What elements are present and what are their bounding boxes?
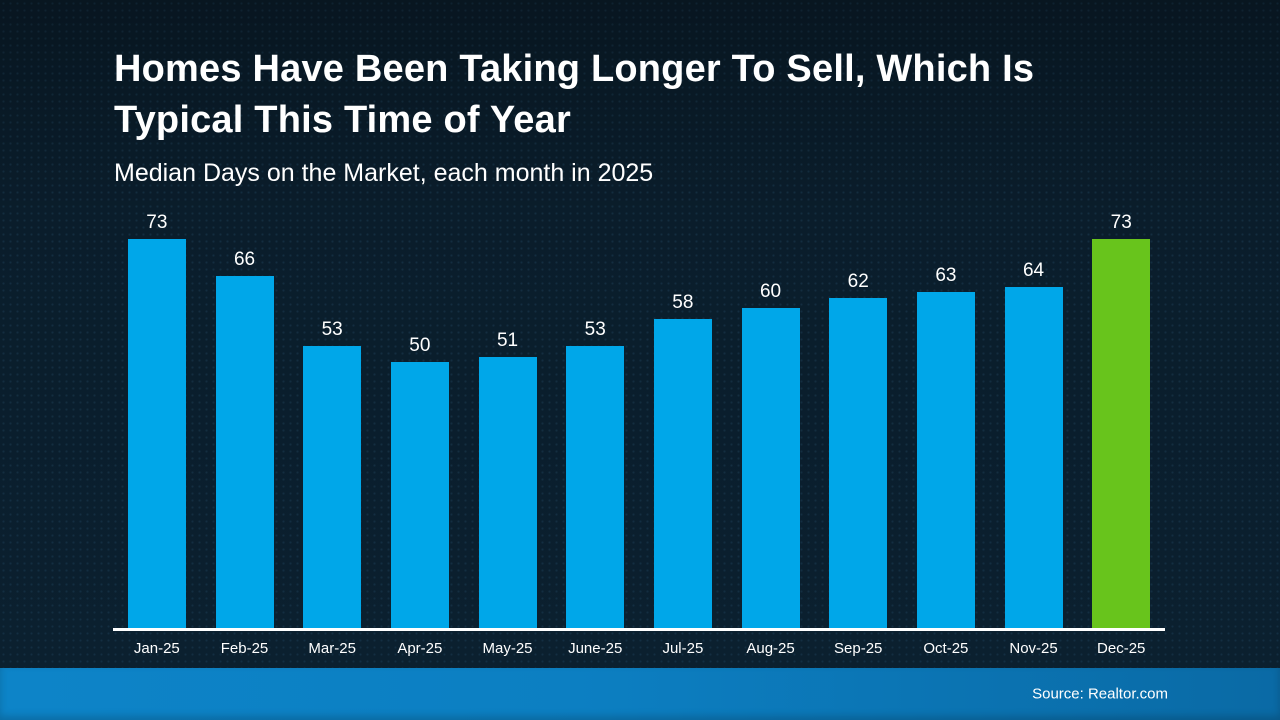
bar (566, 346, 625, 629)
bar (916, 292, 975, 629)
x-axis-label: Oct-25 (923, 640, 969, 657)
chart-header: Homes Have Been Taking Longer To Sell, W… (114, 44, 1194, 188)
bar-value-label: 58 (672, 292, 694, 313)
x-axis-label: Aug-25 (746, 640, 795, 657)
bar (829, 298, 888, 629)
bar-column: 62 (814, 272, 902, 629)
bar-value-label: 51 (496, 330, 519, 351)
bar-value-label: 53 (584, 319, 606, 340)
bar-column: 53 (288, 320, 376, 629)
bar-column: 66 (201, 250, 289, 629)
x-axis-label: Apr-25 (397, 640, 443, 657)
x-axis-line (113, 628, 1165, 631)
x-axis-label: May-25 (482, 640, 533, 657)
bar (127, 239, 186, 629)
x-axis-label: Sep-25 (834, 640, 883, 657)
bar-value-label: 66 (233, 249, 256, 270)
bar-column: 73 (1077, 213, 1165, 629)
chart-subtitle: Median Days on the Market, each month in… (114, 158, 654, 187)
bar (1004, 287, 1063, 629)
x-axis-label: Dec-25 (1097, 640, 1146, 657)
x-axis-labels: Jan-25 Feb-25 Mar-25 Apr-25 May-25 June-25 Jul… (113, 640, 1165, 657)
bar (478, 357, 537, 629)
bar (1092, 239, 1151, 629)
footer-bar: Source: Realtor.com (0, 668, 1280, 720)
page-title: Homes Have Been Taking Longer To Sell, W… (114, 44, 1194, 146)
bar (741, 308, 800, 629)
bar-value-label: 62 (847, 271, 869, 292)
bar-value-label: 73 (1110, 212, 1132, 233)
bar-value-label: 50 (409, 335, 431, 356)
bar-column: 60 (727, 282, 815, 629)
bar-value-label: 60 (759, 281, 782, 302)
x-axis-label: Nov-25 (1009, 640, 1058, 657)
bar (303, 346, 362, 629)
source-attribution: Source: Realtor.com (1032, 685, 1168, 703)
bar-value-label: 63 (935, 265, 957, 286)
bar-chart: 73 66 53 50 51 53 58 60 62 63 64 (113, 210, 1165, 631)
x-axis-label: Jul-25 (662, 640, 704, 657)
bar-value-label: 73 (146, 212, 168, 233)
x-axis-label: June-25 (568, 640, 623, 657)
title-line-2: Typical This Time of Year (114, 98, 571, 141)
bar-column: 51 (464, 331, 552, 629)
bar-column: 63 (902, 266, 990, 629)
bar-value-label: 53 (321, 319, 343, 340)
title-line-1: Homes Have Been Taking Longer To Sell, W… (114, 48, 1035, 90)
bar-column: 64 (990, 261, 1078, 629)
bar-chart-plot-area: 73 66 53 50 51 53 58 60 62 63 64 (113, 210, 1165, 629)
x-axis-label: Jan-25 (133, 640, 180, 657)
bar-column: 50 (376, 336, 464, 629)
bar-column: 58 (639, 293, 727, 629)
bar-column: 73 (113, 213, 201, 629)
bar (653, 319, 712, 629)
bar-column: 53 (551, 320, 639, 629)
bar (215, 276, 274, 629)
x-axis-label: Mar-25 (308, 640, 356, 657)
bar (390, 362, 449, 629)
bar-value-label: 64 (1022, 260, 1045, 281)
x-axis-label: Feb-25 (220, 640, 269, 657)
